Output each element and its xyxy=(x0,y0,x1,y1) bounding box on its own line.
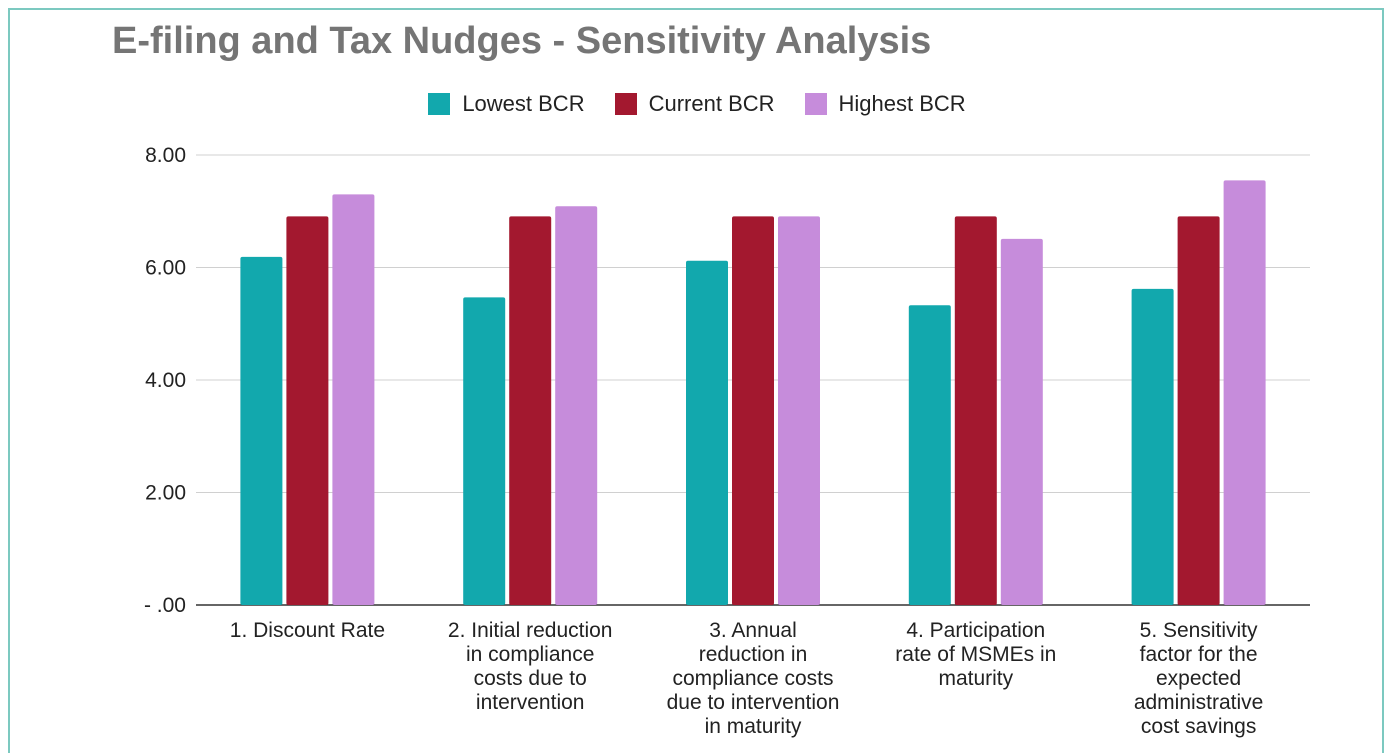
legend-label-highest: Highest BCR xyxy=(838,91,966,116)
bar-highest-bcr-1 xyxy=(332,194,375,605)
x-category-label: 2. Initial reduction in compliance costs d… xyxy=(448,619,613,714)
legend-label-lowest: Lowest BCR xyxy=(462,91,585,116)
legend: Lowest BCR Current BCR Highest BCR xyxy=(0,88,1394,120)
legend-swatch-highest xyxy=(804,93,827,115)
chart-title: E-filing and Tax Nudges - Sensitivity An… xyxy=(112,20,932,62)
bar-highest-bcr-3 xyxy=(778,216,820,605)
bar-highest-bcr-5 xyxy=(1223,180,1266,605)
bar-current-bcr-4 xyxy=(954,216,997,605)
bar-highest-bcr-2 xyxy=(555,206,598,605)
x-category-label: 3. Annual reduction in compliance costs due… xyxy=(667,619,840,738)
y-tick-label: 6.00 xyxy=(145,257,186,280)
bar-current-bcr-5 xyxy=(1177,216,1220,605)
bar-current-bcr-3 xyxy=(732,216,774,605)
legend-item-highest: Highest BCR xyxy=(804,88,966,120)
legend-item-lowest: Lowest BCR xyxy=(428,88,585,120)
y-tick-label: 2.00 xyxy=(145,482,186,505)
x-axis: 1. Discount Rate 2. Initial reduction in c… xyxy=(230,619,1264,738)
y-axis: - .00 2.00 4.00 6.00 8.00 xyxy=(144,144,186,617)
bar-lowest-bcr-4 xyxy=(908,305,951,605)
legend-label-current: Current BCR xyxy=(648,91,775,116)
y-tick-label: - .00 xyxy=(144,594,186,617)
x-category-label: 5. Sensitivity factor for the expected admi… xyxy=(1134,619,1264,738)
legend-swatch-lowest xyxy=(428,93,451,115)
bar-current-bcr-2 xyxy=(509,216,552,605)
bar-highest-bcr-4 xyxy=(1000,238,1043,605)
x-category-label: 4. Participation rate of MSMEs in maturity xyxy=(895,619,1056,690)
y-tick-label: 8.00 xyxy=(145,144,186,167)
legend-swatch-current xyxy=(614,93,637,115)
bar-lowest-bcr-2 xyxy=(463,297,506,605)
legend-item-current: Current BCR xyxy=(614,88,775,120)
bar-lowest-bcr-1 xyxy=(240,256,283,605)
bar-current-bcr-1 xyxy=(286,216,329,605)
y-tick-label: 4.00 xyxy=(145,369,186,392)
bar-lowest-bcr-3 xyxy=(686,260,728,605)
x-category-label: 1. Discount Rate xyxy=(230,619,385,642)
bars xyxy=(240,180,1266,605)
bar-lowest-bcr-5 xyxy=(1131,288,1174,605)
